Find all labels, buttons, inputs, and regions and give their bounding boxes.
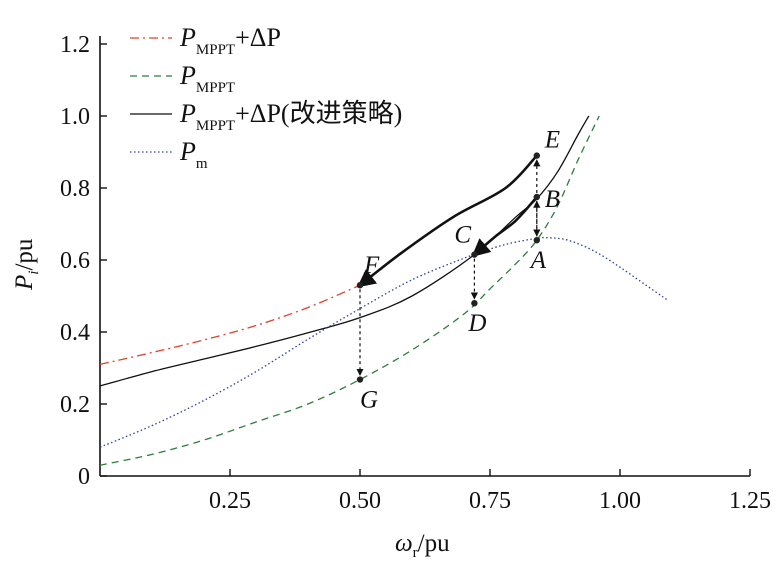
- point-label-B: B: [545, 186, 560, 213]
- x-tick-label: 0.50: [339, 488, 381, 514]
- x-tick-label: 0.25: [209, 488, 251, 514]
- series-line-pm: [99, 236, 668, 448]
- y-axis-label: Pi/pu: [11, 238, 42, 291]
- point-label-D: D: [467, 310, 486, 337]
- transition-E-F: [357, 154, 538, 288]
- y-tick-label: 1.0: [60, 104, 90, 130]
- legend-label-mppt_dp: PMPPT+ΔP: [179, 23, 281, 58]
- series-line-mppt: [99, 115, 600, 466]
- tick-labels: 0.25 0.50 0.75 1.00 1.25 0 0.2 0.4 0.6 0.8 1.0 1.2: [60, 32, 771, 514]
- transition-arrows: [356, 154, 541, 376]
- point-C: [471, 251, 478, 258]
- y-tick-label: 0: [78, 464, 90, 490]
- axis-labels: ωr/pu Pi/pu: [11, 238, 450, 561]
- point-label-G: G: [360, 387, 378, 414]
- series-line-mppt_dp_improved: [99, 115, 590, 387]
- transition-B-C: [471, 196, 538, 257]
- legend-label-mppt: PMPPT: [179, 61, 235, 96]
- point-label-A: A: [529, 247, 547, 274]
- y-tick-label: 0.4: [60, 320, 90, 346]
- point-label-F: F: [363, 252, 380, 279]
- series-line-mppt_dp: [99, 284, 361, 366]
- x-tick-label: 0.75: [469, 488, 511, 514]
- point-G: [356, 376, 364, 383]
- axes: [99, 36, 751, 477]
- y-tick-label: 1.2: [60, 32, 90, 58]
- y-tick-label: 0.8: [60, 176, 90, 202]
- point-E: [533, 152, 540, 159]
- point-B: [533, 193, 540, 201]
- y-tick-label: 0.6: [60, 248, 90, 274]
- point-A: [533, 237, 540, 244]
- y-tick-label: 0.2: [60, 392, 90, 418]
- point-markers: E B A C D F G: [356, 127, 560, 414]
- x-tick-label: 1.00: [599, 488, 641, 514]
- point-label-E: E: [544, 127, 560, 154]
- point-F: [356, 282, 364, 289]
- series-group: [99, 115, 668, 466]
- point-label-C: C: [454, 222, 471, 249]
- x-tick-label: 1.25: [729, 488, 771, 514]
- point-D: [471, 300, 478, 307]
- x-axis-label: ωr/pu: [395, 530, 450, 561]
- legend-label-pm: Pm: [179, 137, 208, 172]
- legend-label-mppt_dp_improved: PMPPT+ΔP(改进策略): [179, 99, 402, 134]
